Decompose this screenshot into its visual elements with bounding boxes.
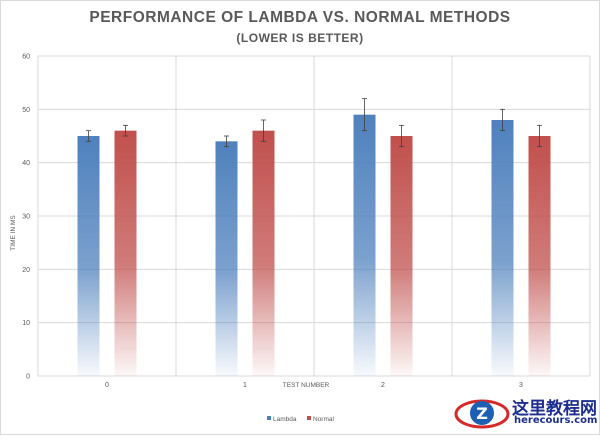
error-bar-lambda-1 xyxy=(224,135,229,148)
error-bar-normal-0 xyxy=(123,124,128,137)
legend-label: Lambda xyxy=(273,416,297,423)
x-axis-ticks: 0 1 2 3 xyxy=(105,382,523,389)
watermark: Z 这里教程网 herecours.com xyxy=(452,392,600,435)
x-tick-label: 2 xyxy=(381,382,385,389)
watermark-en-text: herecours.com xyxy=(514,415,598,426)
error-bars xyxy=(86,98,542,148)
error-bar-lambda-3 xyxy=(500,108,505,132)
error-bar-lambda-2 xyxy=(362,98,367,132)
bar-lambda-1 xyxy=(215,141,238,376)
legend-swatch xyxy=(267,416,271,420)
x-tick-label: 1 xyxy=(243,382,247,389)
error-bar-normal-2 xyxy=(399,124,404,148)
bar-normal-1 xyxy=(252,130,275,376)
y-tick-label: 10 xyxy=(22,320,30,327)
bar-normal-3 xyxy=(528,136,551,376)
legend-item-lambda: Lambda xyxy=(267,416,297,423)
bar-lambda-0 xyxy=(77,136,100,376)
bar-normal-0 xyxy=(114,130,137,376)
y-tick-label: 40 xyxy=(22,160,30,167)
y-tick-label: 0 xyxy=(26,374,30,381)
legend: Lambda Normal xyxy=(267,416,335,423)
x-tick-label: 0 xyxy=(105,382,109,389)
error-bar-normal-3 xyxy=(537,124,542,148)
y-axis-label: TIME IN MS xyxy=(10,215,17,251)
x-tick-label: 3 xyxy=(519,382,523,389)
bar-lambda-2 xyxy=(353,114,376,377)
y-tick-label: 20 xyxy=(22,267,30,274)
bars xyxy=(77,114,551,377)
watermark-logo-icon: Z xyxy=(454,399,510,429)
watermark-logo-letter: Z xyxy=(476,404,488,423)
legend-item-normal: Normal xyxy=(307,416,335,423)
x-axis-label: TEST NUMBER xyxy=(283,382,330,389)
y-tick-label: 30 xyxy=(22,214,30,221)
y-tick-label: 50 xyxy=(22,107,30,114)
bar-lambda-3 xyxy=(491,120,514,376)
error-bar-lambda-0 xyxy=(86,130,91,142)
chart-title: PERFORMANCE OF LAMBDA VS. NORMAL METHODS xyxy=(89,9,511,26)
legend-label: Normal xyxy=(313,416,335,423)
y-axis-ticks: 0 10 20 30 40 50 60 xyxy=(22,54,30,381)
bar-normal-2 xyxy=(390,136,413,376)
chart-subtitle: (LOWER IS BETTER) xyxy=(236,31,364,45)
y-tick-label: 60 xyxy=(22,54,30,61)
error-bar-normal-1 xyxy=(261,119,266,142)
watermark-cn-text: 这里教程网 xyxy=(512,399,597,419)
legend-swatch xyxy=(307,416,311,420)
